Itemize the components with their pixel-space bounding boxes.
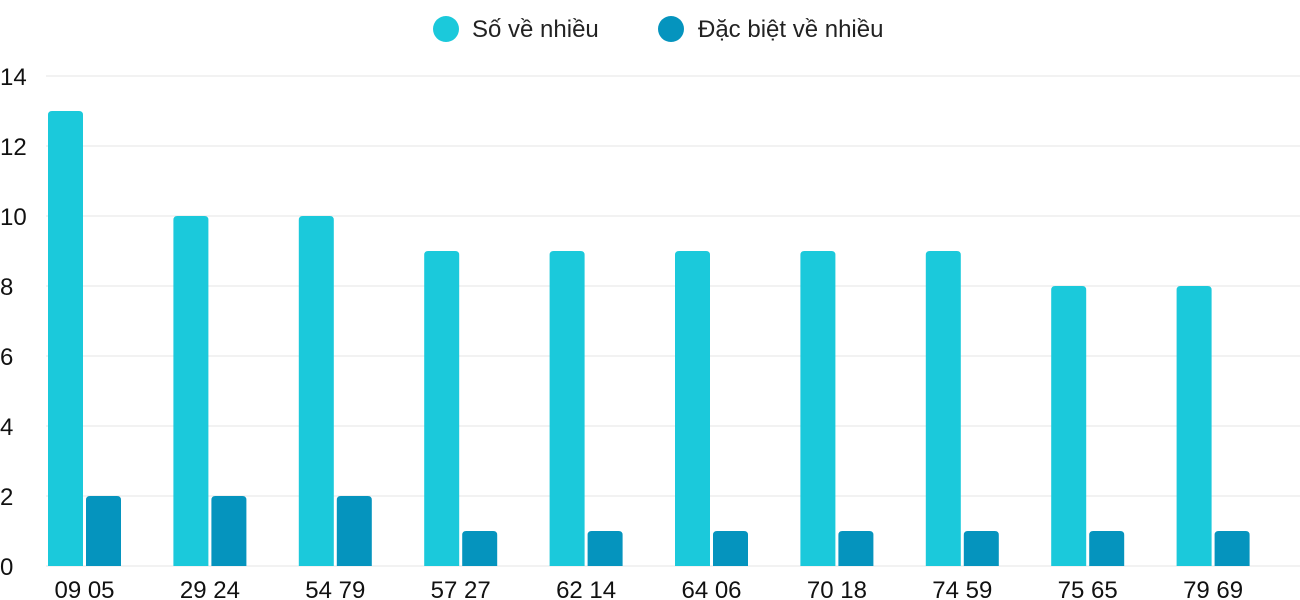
bar-so-ve-nhieu — [549, 251, 585, 566]
legend-label: Đặc biệt về nhiều — [698, 16, 883, 43]
y-tick-label: 6 — [0, 344, 13, 371]
grid-layer — [46, 75, 1300, 567]
y-tick-label: 12 — [0, 134, 27, 161]
bar-dac-biet-ve-nhieu — [1214, 531, 1250, 566]
y-tick-label: 4 — [0, 414, 13, 441]
y-tick-label: 8 — [0, 274, 13, 301]
legend: Số về nhiều Đặc biệt về nhiều — [433, 16, 883, 43]
bar-so-ve-nhieu — [173, 216, 209, 566]
legend-label: Số về nhiều — [472, 16, 599, 43]
bar-dac-biet-ve-nhieu — [963, 531, 999, 566]
y-tick-label: 10 — [0, 204, 27, 231]
y-tick-label: 0 — [0, 554, 13, 581]
bar-so-ve-nhieu — [298, 216, 334, 566]
bar-dac-biet-ve-nhieu — [336, 496, 372, 566]
x-axis: 09 05 29 24 54 79 57 27 62 14 64 06 70 18 74 59… — [54, 577, 1243, 600]
bar-dac-biet-ve-nhieu — [462, 531, 498, 566]
y-tick-label: 14 — [0, 64, 27, 91]
bar-so-ve-nhieu — [424, 251, 460, 566]
x-tick-label: 57 27 — [431, 577, 491, 600]
bar-so-ve-nhieu — [925, 251, 961, 566]
bar-dac-biet-ve-nhieu — [86, 496, 121, 566]
bar-so-ve-nhieu — [1176, 286, 1212, 566]
bar-dac-biet-ve-nhieu — [838, 531, 874, 566]
x-tick-label: 64 06 — [681, 577, 741, 600]
legend-swatch — [433, 16, 459, 42]
x-tick-label: 79 69 — [1183, 577, 1243, 600]
x-tick-label: 09 05 — [54, 577, 114, 600]
bar-so-ve-nhieu — [48, 111, 83, 566]
bar-dac-biet-ve-nhieu — [211, 496, 247, 566]
x-tick-label: 74 59 — [932, 577, 992, 600]
bar-dac-biet-ve-nhieu — [1089, 531, 1125, 566]
x-tick-label: 29 24 — [180, 577, 240, 600]
x-tick-label: 54 79 — [305, 577, 365, 600]
bar-so-ve-nhieu — [675, 251, 710, 566]
x-tick-label: 62 14 — [556, 577, 616, 600]
bar-dac-biet-ve-nhieu — [587, 531, 623, 566]
x-tick-label: 70 18 — [807, 577, 867, 600]
bar-so-ve-nhieu — [1051, 286, 1087, 566]
legend-swatch — [658, 16, 684, 42]
bar-dac-biet-ve-nhieu — [713, 531, 748, 566]
y-axis: 0 2 4 6 8 10 12 14 — [0, 64, 27, 581]
bars-layer — [48, 111, 1250, 566]
x-tick-label: 75 65 — [1058, 577, 1118, 600]
bar-so-ve-nhieu — [800, 251, 836, 566]
y-tick-label: 2 — [0, 484, 13, 511]
